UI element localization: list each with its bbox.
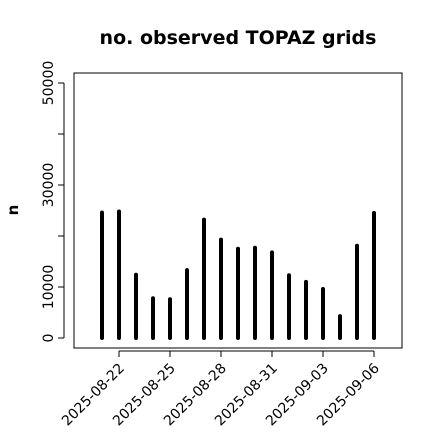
y-tick-label: 10000	[41, 265, 57, 310]
bars	[100, 209, 376, 340]
y-tick-label: 30000	[41, 163, 57, 208]
plot-frame	[73, 72, 403, 349]
y-tick-label: 0	[41, 334, 57, 343]
x-axis: 2025-08-222025-08-252025-08-282025-08-31…	[59, 350, 383, 429]
y-axis-label: n	[4, 205, 22, 216]
y-axis: 0 10000 30000 50000	[41, 61, 65, 343]
y-tick-label: 50000	[41, 61, 57, 106]
chart-title: no. observed TOPAZ grids	[100, 27, 377, 49]
